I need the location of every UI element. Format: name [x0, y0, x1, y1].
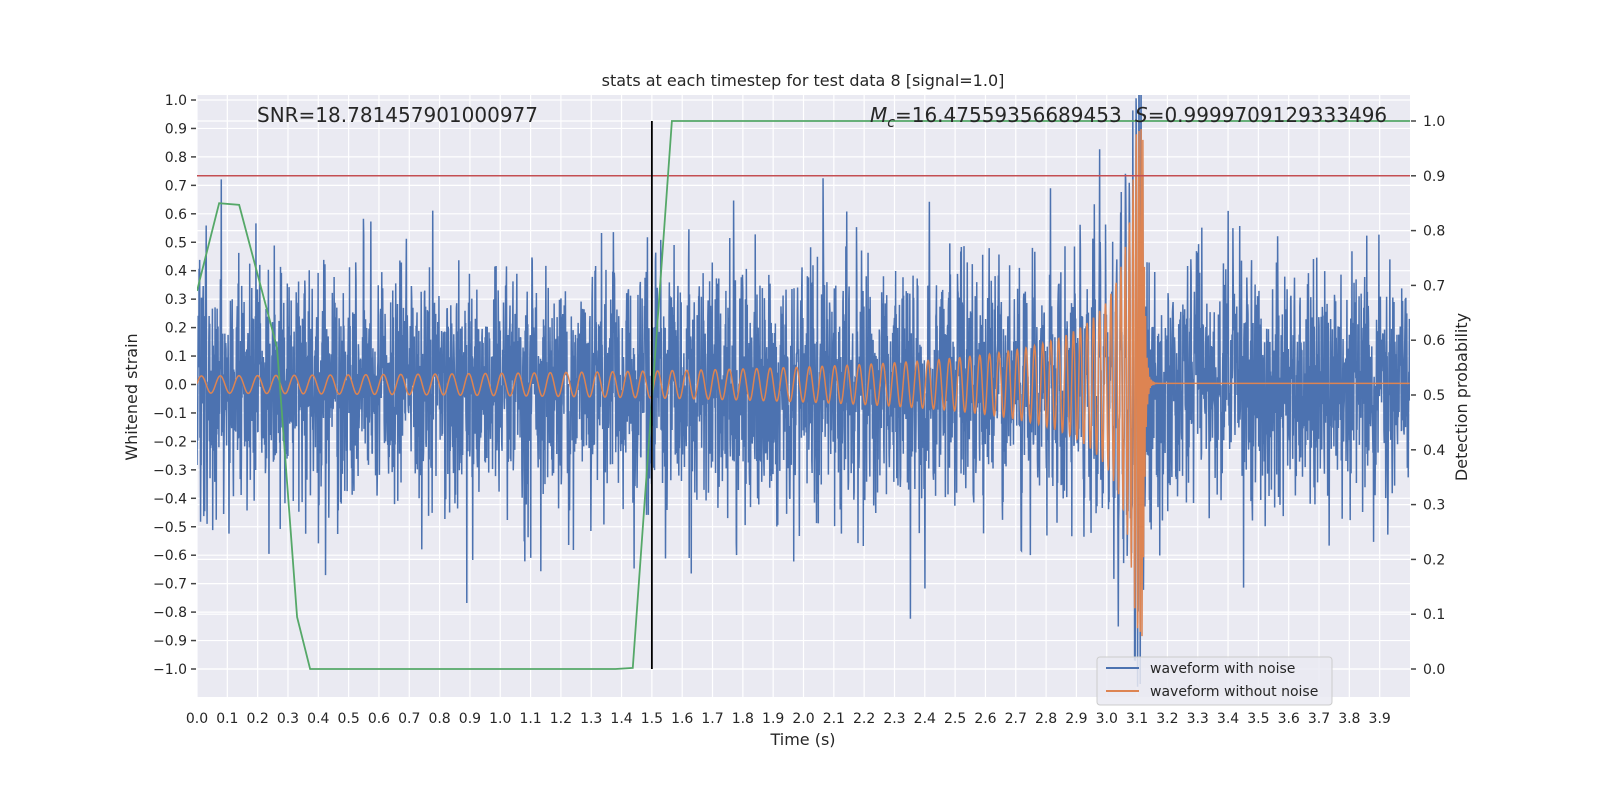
x-tick-label: 0.1 — [216, 711, 238, 727]
x-tick-label: 3.0 — [1096, 711, 1118, 727]
y-tick-label: 0.4 — [165, 264, 187, 280]
x-tick-label: 3.9 — [1369, 711, 1391, 727]
x-tick-label: 3.6 — [1278, 711, 1300, 727]
y-right-tick-label: 0.6 — [1423, 333, 1445, 349]
y-right-tick-label: 0.3 — [1423, 498, 1445, 514]
x-tick-label: 3.7 — [1308, 711, 1330, 727]
x-tick-label: 1.3 — [580, 711, 602, 727]
y-tick-label: 0.3 — [165, 292, 187, 308]
x-tick-label: 2.9 — [1065, 711, 1087, 727]
x-tick-label: 0.0 — [186, 711, 208, 727]
snr-annotation: SNR=18.781457901000977 — [257, 103, 538, 127]
y-tick-label: 0.6 — [165, 207, 187, 223]
y-tick-label: −0.5 — [153, 520, 187, 536]
y-tick-label: 0.1 — [165, 349, 187, 365]
y-tick-label: −0.7 — [153, 577, 187, 593]
x-tick-label: 0.2 — [247, 711, 269, 727]
y-tick-label: 0.8 — [165, 150, 187, 166]
x-tick-label: 0.3 — [277, 711, 299, 727]
y-tick-label: 0.9 — [165, 121, 187, 137]
y-axis-ticks: 1.0 0.9 0.8 0.7 0.6 0.5 0.4 0.3 0.2 0.1 0.0 −0.1 −0.… — [153, 93, 196, 678]
x-tick-label: 1.2 — [550, 711, 572, 727]
x-tick-label: 1.0 — [489, 711, 511, 727]
x-tick-label: 1.1 — [519, 711, 541, 727]
y-tick-label: 0.7 — [165, 178, 187, 194]
x-tick-label: 2.4 — [914, 711, 936, 727]
y-tick-label: −0.1 — [153, 406, 187, 422]
x-tick-label: 2.3 — [883, 711, 905, 727]
y-tick-label: −0.9 — [153, 634, 187, 650]
y-tick-label: −0.3 — [153, 463, 187, 479]
y-right-tick-label: 0.5 — [1423, 388, 1445, 404]
mc-symbol: M — [870, 103, 887, 127]
chart-title: stats at each timestep for test data 8 [… — [602, 71, 1005, 90]
x-tick-label: 2.5 — [944, 711, 966, 727]
x-tick-label: 0.9 — [459, 711, 481, 727]
y-tick-label: −0.4 — [153, 491, 187, 507]
x-tick-label: 3.4 — [1217, 711, 1239, 727]
legend: waveform with noise waveform without noi… — [1096, 656, 1333, 706]
y-right-tick-label: 0.2 — [1423, 552, 1445, 568]
x-axis-label: Time (s) — [769, 730, 835, 749]
x-axis-ticks: 0.0 0.1 0.2 0.3 0.4 0.5 0.6 0.7 0.8 0.9 1.0 1.1 1.2 1… — [186, 711, 1391, 727]
y-tick-label: 0.5 — [165, 235, 187, 251]
y-right-tick-label: 0.8 — [1423, 224, 1445, 240]
x-tick-label: 1.6 — [671, 711, 693, 727]
x-tick-label: 1.4 — [610, 711, 632, 727]
x-tick-label: 0.7 — [398, 711, 420, 727]
x-tick-label: 2.1 — [823, 711, 845, 727]
x-tick-label: 0.8 — [428, 711, 450, 727]
s-annotation: S=0.9999709129333496 — [1135, 103, 1387, 127]
x-tick-label: 0.6 — [368, 711, 390, 727]
x-tick-label: 3.8 — [1338, 711, 1360, 727]
x-tick-label: 2.8 — [1035, 711, 1057, 727]
s-symbol: S — [1135, 103, 1148, 127]
series-waveform-without-noise — [197, 129, 1410, 637]
y-tick-label: −0.8 — [153, 605, 187, 621]
x-tick-label: 3.1 — [1126, 711, 1148, 727]
x-tick-label: 3.2 — [1156, 711, 1178, 727]
mc-value: =16.47559356689453 — [895, 103, 1122, 127]
s-value: =0.9999709129333496 — [1148, 103, 1387, 127]
legend-label-noise: waveform with noise — [1150, 661, 1295, 677]
y-tick-label: 0.0 — [165, 378, 187, 394]
y-axis-label: Whitened strain — [122, 333, 141, 460]
x-tick-label: 3.3 — [1187, 711, 1209, 727]
x-tick-label: 2.2 — [853, 711, 875, 727]
y-tick-label: −0.6 — [153, 548, 187, 564]
y-right-axis-label: Detection probability — [1452, 313, 1471, 481]
y-right-axis-ticks: 1.0 0.9 0.8 0.7 0.6 0.5 0.4 0.3 0.2 0.1 0.0 — [1411, 114, 1445, 678]
y-right-tick-label: 0.7 — [1423, 278, 1445, 294]
y-right-tick-label: 0.9 — [1423, 169, 1445, 185]
x-tick-label: 1.7 — [701, 711, 723, 727]
y-tick-label: 0.2 — [165, 321, 187, 337]
x-tick-label: 2.7 — [1005, 711, 1027, 727]
x-tick-label: 0.5 — [337, 711, 359, 727]
x-tick-label: 2.0 — [792, 711, 814, 727]
y-right-tick-label: 0.4 — [1423, 443, 1445, 459]
x-tick-label: 1.5 — [641, 711, 663, 727]
y-tick-label: 1.0 — [165, 93, 187, 109]
y-tick-label: −0.2 — [153, 434, 187, 450]
mc-subscript: c — [887, 115, 895, 131]
legend-label-clean: waveform without noise — [1150, 684, 1318, 700]
y-right-tick-label: 0.0 — [1423, 662, 1445, 678]
x-tick-label: 1.8 — [732, 711, 754, 727]
x-tick-label: 1.9 — [762, 711, 784, 727]
x-tick-label: 0.4 — [307, 711, 329, 727]
x-tick-label: 3.5 — [1247, 711, 1269, 727]
y-right-tick-label: 0.1 — [1423, 607, 1445, 623]
mc-annotation: Mc=16.47559356689453 — [870, 103, 1122, 131]
y-right-tick-label: 1.0 — [1423, 114, 1445, 130]
y-tick-label: −1.0 — [153, 662, 187, 678]
series-waveform-with-noise — [197, 95, 1410, 687]
x-tick-label: 2.6 — [974, 711, 996, 727]
